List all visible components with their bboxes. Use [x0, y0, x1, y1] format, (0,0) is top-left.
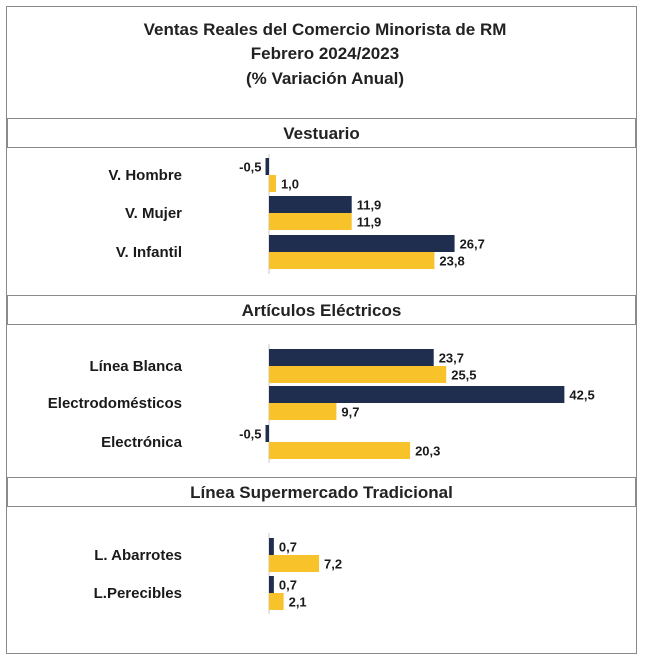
category-label: L. Abarrotes	[94, 547, 182, 564]
chart-frame	[6, 6, 637, 654]
category-label: V. Hombre	[108, 167, 182, 184]
data-label: 9,7	[341, 405, 359, 420]
category-label: V. Mujer	[125, 205, 182, 222]
chart-subtitle-period: Febrero 2024/2023	[250, 44, 400, 63]
category-label: Electrónica	[101, 434, 183, 451]
data-label: 0,7	[279, 540, 297, 555]
chart-subtitle-unit: (% Variación Anual)	[245, 69, 405, 88]
data-label: 2,1	[289, 595, 307, 610]
bar-dark	[269, 349, 434, 366]
bar-yellow	[269, 366, 447, 383]
bar-dark	[265, 425, 269, 442]
data-label: 26,7	[460, 237, 485, 252]
bar-yellow	[269, 555, 320, 572]
bar-dark	[269, 386, 565, 403]
category-label: L.Perecibles	[94, 585, 182, 602]
category-label: Línea Blanca	[89, 358, 182, 375]
bar-yellow	[269, 175, 276, 192]
bar-dark	[269, 538, 274, 555]
category-label: V. Infantil	[116, 244, 182, 261]
section-header-vestuario: Vestuario	[7, 118, 636, 148]
bar-dark	[269, 196, 352, 213]
data-label: 25,5	[451, 368, 476, 383]
bar-dark	[269, 576, 274, 593]
bar-dark	[269, 235, 455, 252]
bar-yellow	[269, 403, 337, 420]
data-label: 20,3	[415, 444, 440, 459]
chart-title: Ventas Reales del Comercio Minorista de …	[143, 20, 507, 39]
data-label: 23,7	[439, 351, 464, 366]
data-label: 23,8	[439, 254, 464, 269]
section-header-supermercado: Línea Supermercado Tradicional	[7, 477, 636, 507]
data-label: 1,0	[281, 177, 299, 192]
bar-dark	[265, 158, 269, 175]
data-label: -0,5	[239, 427, 261, 442]
bar-yellow	[269, 442, 411, 459]
bar-yellow	[269, 593, 284, 610]
bar-yellow	[269, 252, 435, 269]
data-label: 7,2	[324, 557, 342, 572]
data-label: 11,9	[357, 215, 382, 230]
category-label: Electrodomésticos	[48, 395, 182, 412]
data-label: 11,9	[357, 198, 382, 213]
section-header-articulos-electricos: Artículos Eléctricos	[7, 295, 636, 325]
data-label: 42,5	[569, 388, 594, 403]
bar-yellow	[269, 213, 352, 230]
data-label: -0,5	[239, 160, 261, 175]
data-label: 0,7	[279, 578, 297, 593]
